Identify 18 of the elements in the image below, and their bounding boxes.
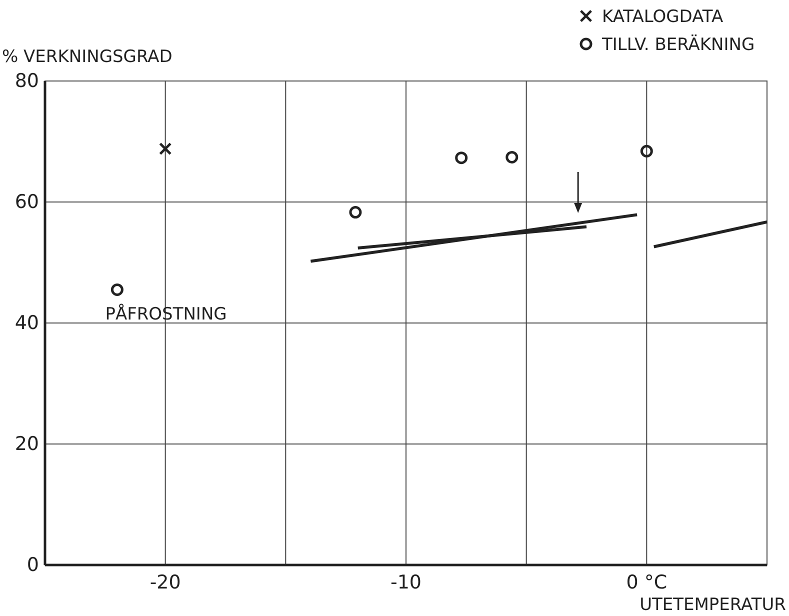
y-tick-label: 0 <box>26 554 39 576</box>
y-tick-label: 40 <box>14 312 39 334</box>
point <box>506 150 518 164</box>
x-tick-label: -10 <box>390 571 422 594</box>
y-tick-label: 80 <box>14 70 39 92</box>
y-axis-title: % VERKNINGSGRAD <box>2 47 172 67</box>
y-tick-label: 20 <box>14 433 39 456</box>
x-tick-label: -20 <box>150 571 181 594</box>
y-tick-label: 60 <box>14 191 39 214</box>
x-tick-label: 0 °C <box>626 571 668 594</box>
legend-label: KATALOGDATA <box>602 7 724 27</box>
point <box>455 152 468 164</box>
point <box>158 142 172 156</box>
point <box>110 283 124 296</box>
x-axis-title: UTETEMPERATUR <box>640 595 786 615</box>
point <box>640 144 653 158</box>
legend-label: TILLV. BERÄKNING <box>601 34 755 55</box>
point <box>349 206 362 219</box>
